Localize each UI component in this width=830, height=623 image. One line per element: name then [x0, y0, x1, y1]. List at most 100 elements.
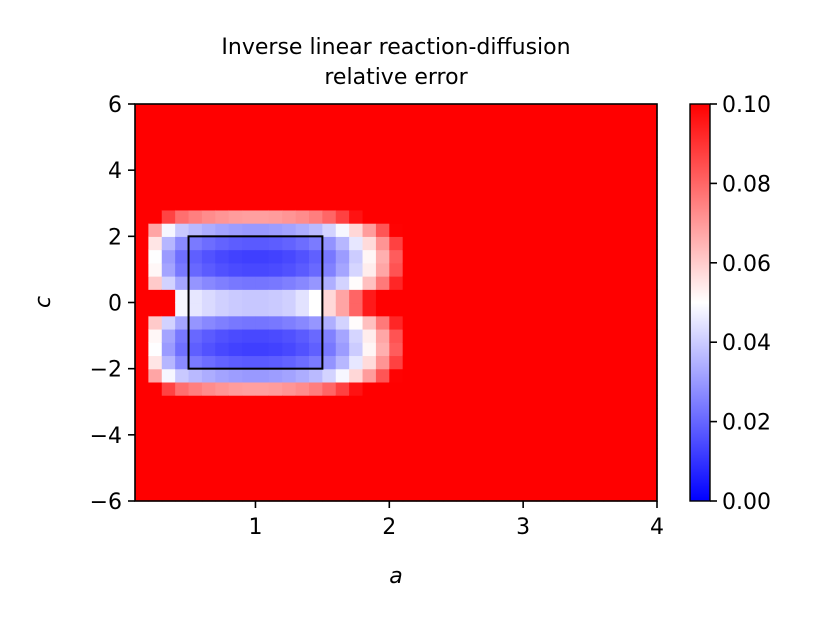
heatmap-cell — [268, 368, 283, 383]
heatmap-cell — [349, 104, 364, 118]
heatmap-cell — [402, 104, 417, 118]
heatmap-cell — [563, 487, 578, 502]
heatmap-cell — [135, 461, 149, 476]
heatmap-cell — [549, 487, 564, 502]
heatmap-cell — [201, 104, 216, 118]
heatmap-cell — [375, 408, 390, 423]
heatmap-cell — [375, 276, 390, 290]
heatmap-cell — [442, 196, 457, 211]
heatmap-cell — [215, 276, 230, 290]
heatmap-cell — [242, 315, 257, 330]
heatmap-cell — [201, 474, 216, 489]
heatmap-cell — [590, 355, 605, 370]
heatmap-cell — [563, 170, 578, 184]
heatmap-cell — [603, 170, 618, 184]
heatmap-cell — [429, 156, 444, 171]
heatmap-cell — [148, 117, 163, 132]
heatmap-cell — [469, 183, 484, 198]
heatmap-cell — [563, 117, 578, 132]
x-tick-label: 3 — [516, 515, 530, 540]
heatmap-cell — [188, 196, 203, 211]
heatmap-cell — [563, 223, 578, 237]
heatmap-cell — [442, 209, 457, 224]
heatmap-cell — [402, 143, 417, 158]
heatmap-cell — [148, 342, 163, 357]
heatmap-cell — [362, 262, 377, 277]
heatmap-cell — [375, 395, 390, 409]
heatmap-cell — [349, 421, 364, 436]
heatmap-cell — [255, 408, 270, 423]
heatmap-cell — [215, 434, 230, 449]
chart-title-line2: relative error — [324, 65, 468, 90]
heatmap-cell — [389, 342, 404, 357]
heatmap-cell — [201, 170, 216, 184]
heatmap-cell — [322, 130, 337, 145]
heatmap-cell — [135, 196, 149, 211]
heatmap-cell — [135, 474, 149, 489]
heatmap-cell — [576, 408, 591, 423]
heatmap-cell — [616, 276, 631, 290]
heatmap-cell — [429, 315, 444, 330]
heatmap-cell — [201, 302, 216, 317]
heatmap-cell — [483, 223, 497, 237]
x-tick-label: 2 — [382, 515, 396, 540]
heatmap-cell — [375, 156, 390, 171]
heatmap-cell — [536, 342, 551, 357]
heatmap-cell — [201, 368, 216, 383]
heatmap-cell — [509, 143, 524, 158]
heatmap-cell — [523, 487, 538, 502]
heatmap-cell — [255, 421, 270, 436]
heatmap-cell — [362, 448, 377, 462]
heatmap-cell — [349, 315, 364, 330]
heatmap-cell — [282, 328, 297, 343]
heatmap-cell — [215, 381, 230, 396]
heatmap-cell — [456, 156, 471, 171]
y-axis-ticks: 6 4 2 0 −2 −4 −6 — [90, 93, 135, 515]
heatmap-cell — [268, 117, 283, 132]
heatmap-cell — [456, 183, 471, 198]
heatmap-cell — [416, 156, 431, 171]
heatmap-cell — [295, 328, 310, 343]
heatmap-cell — [483, 328, 497, 343]
heatmap-cell — [416, 328, 431, 343]
heatmap-cell — [429, 196, 444, 211]
heatmap-cell — [643, 117, 658, 132]
heatmap-cell — [442, 421, 457, 436]
heatmap-cell — [375, 487, 390, 502]
heatmap-cell — [509, 209, 524, 224]
heatmap-cell — [389, 461, 404, 476]
heatmap-cell — [469, 156, 484, 171]
heatmap-cell — [469, 342, 484, 357]
heatmap-cell — [389, 183, 404, 198]
heatmap-cell — [282, 289, 297, 304]
heatmap-cell — [362, 421, 377, 436]
heatmap-cell — [616, 236, 631, 251]
heatmap-cell — [389, 156, 404, 171]
heatmap-cell — [335, 355, 350, 370]
heatmap-cell — [335, 117, 350, 132]
heatmap-cell — [282, 262, 297, 277]
heatmap-cell — [576, 170, 591, 184]
heatmap-cell — [389, 117, 404, 132]
heatmap-cell — [643, 434, 658, 449]
heatmap-cell — [549, 143, 564, 158]
heatmap-cell — [469, 289, 484, 304]
heatmap-cell — [469, 302, 484, 317]
heatmap-cell — [630, 209, 645, 224]
heatmap-cell — [228, 223, 243, 237]
heatmap-cell — [175, 434, 190, 449]
heatmap-cell — [442, 355, 457, 370]
heatmap-cell — [255, 170, 270, 184]
heatmap-cell — [590, 328, 605, 343]
heatmap-cell — [389, 474, 404, 489]
colorbar-ticks: 0.00 0.02 0.04 0.06 0.08 0.10 — [710, 93, 771, 515]
heatmap-cell — [175, 249, 190, 264]
heatmap-cell — [161, 249, 176, 264]
heatmap-cell — [268, 130, 283, 145]
heatmap-cell — [268, 487, 283, 502]
heatmap-cell — [616, 223, 631, 237]
heatmap-cell — [215, 368, 230, 383]
heatmap-cell — [335, 104, 350, 118]
heatmap-cell — [362, 196, 377, 211]
